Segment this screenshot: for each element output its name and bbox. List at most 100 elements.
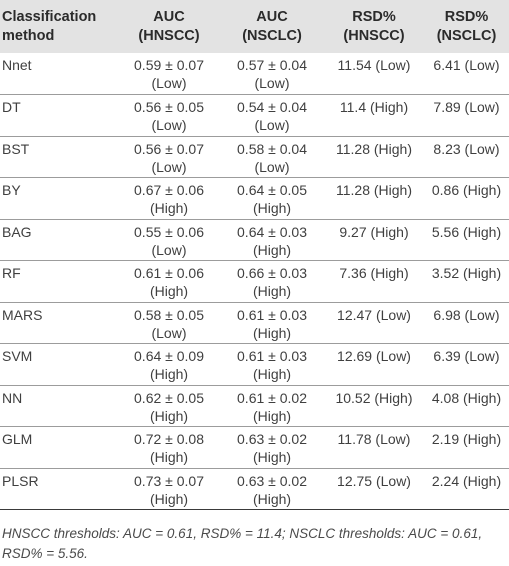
cell-value: 2.19 (High) bbox=[431, 431, 502, 447]
header-line: Classification bbox=[2, 8, 97, 25]
cell-value: 0.58 ± 0.04 bbox=[237, 140, 307, 157]
header-line: method bbox=[2, 27, 55, 44]
auc-nsclc-cell: 0.66 ± 0.03 (High) bbox=[220, 261, 324, 303]
cell-value: DT bbox=[2, 99, 21, 115]
cell-value: PLSR bbox=[2, 472, 39, 489]
footnote-line: HNSCC thresholds: AUC = 0.61, RSD% = 11.… bbox=[2, 526, 483, 541]
table-row: RF 0.61 ± 0.06 (High) 0.66 ± 0.03 (High) 7.36… bbox=[0, 260, 509, 303]
cell-value: MARS bbox=[2, 306, 43, 323]
rsd-nsclc-cell: 2.24 (High) bbox=[424, 468, 509, 510]
rsd-nsclc-cell: 2.19 (High) bbox=[424, 427, 509, 469]
cell-value: 0.66 ± 0.03 bbox=[237, 265, 307, 281]
cell-value: 0.59 ± 0.07 bbox=[134, 57, 204, 73]
auc-nsclc-cell: 0.63 ± 0.02 (High) bbox=[220, 468, 324, 510]
cell-value: 0.62 ± 0.05 bbox=[134, 389, 204, 406]
cell-value: 7.36 (High) bbox=[339, 265, 409, 281]
rsd-hnscc-cell: 12.75 (Low) bbox=[324, 468, 424, 510]
method-cell: MARS bbox=[0, 302, 118, 344]
rsd-hnscc-cell: 11.78 (Low) bbox=[324, 427, 424, 469]
header-auc-nsclc: AUC (NSCLC) bbox=[220, 0, 324, 53]
cell-level: (High) bbox=[252, 407, 292, 424]
cell-value: 10.52 (High) bbox=[335, 389, 413, 406]
auc-hnscc-cell: 0.56 ± 0.07 (Low) bbox=[118, 136, 220, 178]
cell-level: (Low) bbox=[151, 117, 187, 133]
cell-level: (Low) bbox=[151, 324, 187, 341]
cell-value: 11.4 (High) bbox=[339, 99, 409, 115]
cell-value: 12.47 (Low) bbox=[337, 306, 411, 323]
header-rsd-nsclc: RSD% (NSCLC) bbox=[424, 0, 509, 53]
cell-value: 0.61 ± 0.02 bbox=[237, 389, 307, 406]
cell-value: 0.64 ± 0.09 bbox=[134, 348, 204, 364]
cell-value: 0.57 ± 0.04 bbox=[237, 57, 307, 73]
cell-level: (High) bbox=[149, 200, 189, 216]
table-row: BY 0.67 ± 0.06 (High) 0.64 ± 0.05 (High) 11.2… bbox=[0, 177, 509, 220]
rsd-hnscc-cell: 11.54 (Low) bbox=[324, 53, 424, 95]
cell-level: (High) bbox=[252, 366, 292, 382]
auc-hnscc-cell: 0.59 ± 0.07 (Low) bbox=[118, 53, 220, 95]
rsd-hnscc-cell: 12.47 (Low) bbox=[324, 302, 424, 344]
cell-value: BST bbox=[2, 140, 30, 157]
table-row: MARS 0.58 ± 0.05 (Low) 0.61 ± 0.03 (High) 12.… bbox=[0, 302, 509, 344]
table-footnote: HNSCC thresholds: AUC = 0.61, RSD% = 11.… bbox=[2, 524, 502, 564]
header-line: RSD% bbox=[352, 8, 396, 25]
cell-level: (Low) bbox=[151, 75, 187, 91]
cell-value: BY bbox=[2, 182, 21, 198]
cell-value: 11.54 (Low) bbox=[337, 57, 411, 73]
cell-level: (Low) bbox=[151, 241, 187, 258]
rsd-nsclc-cell: 4.08 (High) bbox=[424, 385, 509, 427]
classification-results-table: Classification method AUC (HNSCC) AUC (N… bbox=[0, 0, 509, 510]
cell-value: SVM bbox=[2, 348, 33, 364]
auc-nsclc-cell: 0.61 ± 0.02 (High) bbox=[220, 385, 324, 427]
auc-hnscc-cell: 0.61 ± 0.06 (High) bbox=[118, 261, 220, 303]
table-row: PLSR 0.73 ± 0.07 (High) 0.63 ± 0.02 (High) 12… bbox=[0, 468, 509, 510]
table-row: BST 0.56 ± 0.07 (Low) 0.58 ± 0.04 (Low) 11.28… bbox=[0, 136, 509, 178]
cell-value: 6.98 (Low) bbox=[433, 306, 500, 323]
table-row: Nnet 0.59 ± 0.07 (Low) 0.57 ± 0.04 (Low) 11.5… bbox=[0, 53, 509, 95]
cell-value: RF bbox=[2, 265, 21, 281]
cell-value: 0.63 ± 0.02 bbox=[237, 472, 307, 489]
cell-value: Nnet bbox=[2, 57, 32, 73]
rsd-hnscc-cell: 11.4 (High) bbox=[324, 95, 424, 137]
cell-value: 8.23 (Low) bbox=[433, 140, 500, 157]
auc-nsclc-cell: 0.64 ± 0.05 (High) bbox=[220, 178, 324, 220]
rsd-nsclc-cell: 5.56 (High) bbox=[424, 219, 509, 261]
method-cell: GLM bbox=[0, 427, 118, 469]
cell-value: 0.67 ± 0.06 bbox=[134, 182, 204, 198]
cell-level: (Low) bbox=[151, 158, 187, 175]
cell-level: (High) bbox=[149, 490, 189, 507]
cell-level: (High) bbox=[149, 407, 189, 424]
header-line: AUC bbox=[153, 8, 185, 25]
rsd-hnscc-cell: 11.28 (High) bbox=[324, 178, 424, 220]
header-line: AUC bbox=[256, 8, 288, 25]
cell-value: 9.27 (High) bbox=[339, 223, 409, 240]
cell-value: 0.54 ± 0.04 bbox=[237, 99, 307, 115]
cell-level: (High) bbox=[252, 324, 292, 341]
header-row: Classification method AUC (HNSCC) AUC (N… bbox=[0, 0, 509, 53]
cell-value: 5.56 (High) bbox=[431, 223, 502, 240]
cell-value: 0.55 ± 0.06 bbox=[134, 223, 204, 240]
auc-hnscc-cell: 0.73 ± 0.07 (High) bbox=[118, 468, 220, 510]
auc-hnscc-cell: 0.72 ± 0.08 (High) bbox=[118, 427, 220, 469]
cell-level: (High) bbox=[149, 366, 189, 382]
cell-level: (High) bbox=[252, 200, 292, 216]
auc-nsclc-cell: 0.64 ± 0.03 (High) bbox=[220, 219, 324, 261]
rsd-nsclc-cell: 6.39 (Low) bbox=[424, 344, 509, 386]
auc-nsclc-cell: 0.57 ± 0.04 (Low) bbox=[220, 53, 324, 95]
cell-value: 0.61 ± 0.06 bbox=[134, 265, 204, 281]
header-auc-hnscc: AUC (HNSCC) bbox=[118, 0, 220, 53]
auc-nsclc-cell: 0.61 ± 0.03 (High) bbox=[220, 344, 324, 386]
cell-value: 0.72 ± 0.08 bbox=[134, 431, 204, 447]
method-cell: Nnet bbox=[0, 53, 118, 95]
header-line: RSD% bbox=[444, 8, 489, 25]
rsd-nsclc-cell: 6.98 (Low) bbox=[424, 302, 509, 344]
table-row: DT 0.56 ± 0.05 (Low) 0.54 ± 0.04 (Low) 11.4 (… bbox=[0, 94, 509, 137]
cell-value: 12.75 (Low) bbox=[337, 472, 411, 489]
method-cell: RF bbox=[0, 261, 118, 303]
method-cell: BAG bbox=[0, 219, 118, 261]
cell-value: 0.56 ± 0.05 bbox=[134, 99, 204, 115]
cell-value: 3.52 (High) bbox=[431, 265, 502, 281]
cell-value: 12.69 (Low) bbox=[337, 348, 411, 364]
method-cell: PLSR bbox=[0, 468, 118, 510]
table-row: GLM 0.72 ± 0.08 (High) 0.63 ± 0.02 (High) 11.… bbox=[0, 426, 509, 469]
auc-hnscc-cell: 0.67 ± 0.06 (High) bbox=[118, 178, 220, 220]
